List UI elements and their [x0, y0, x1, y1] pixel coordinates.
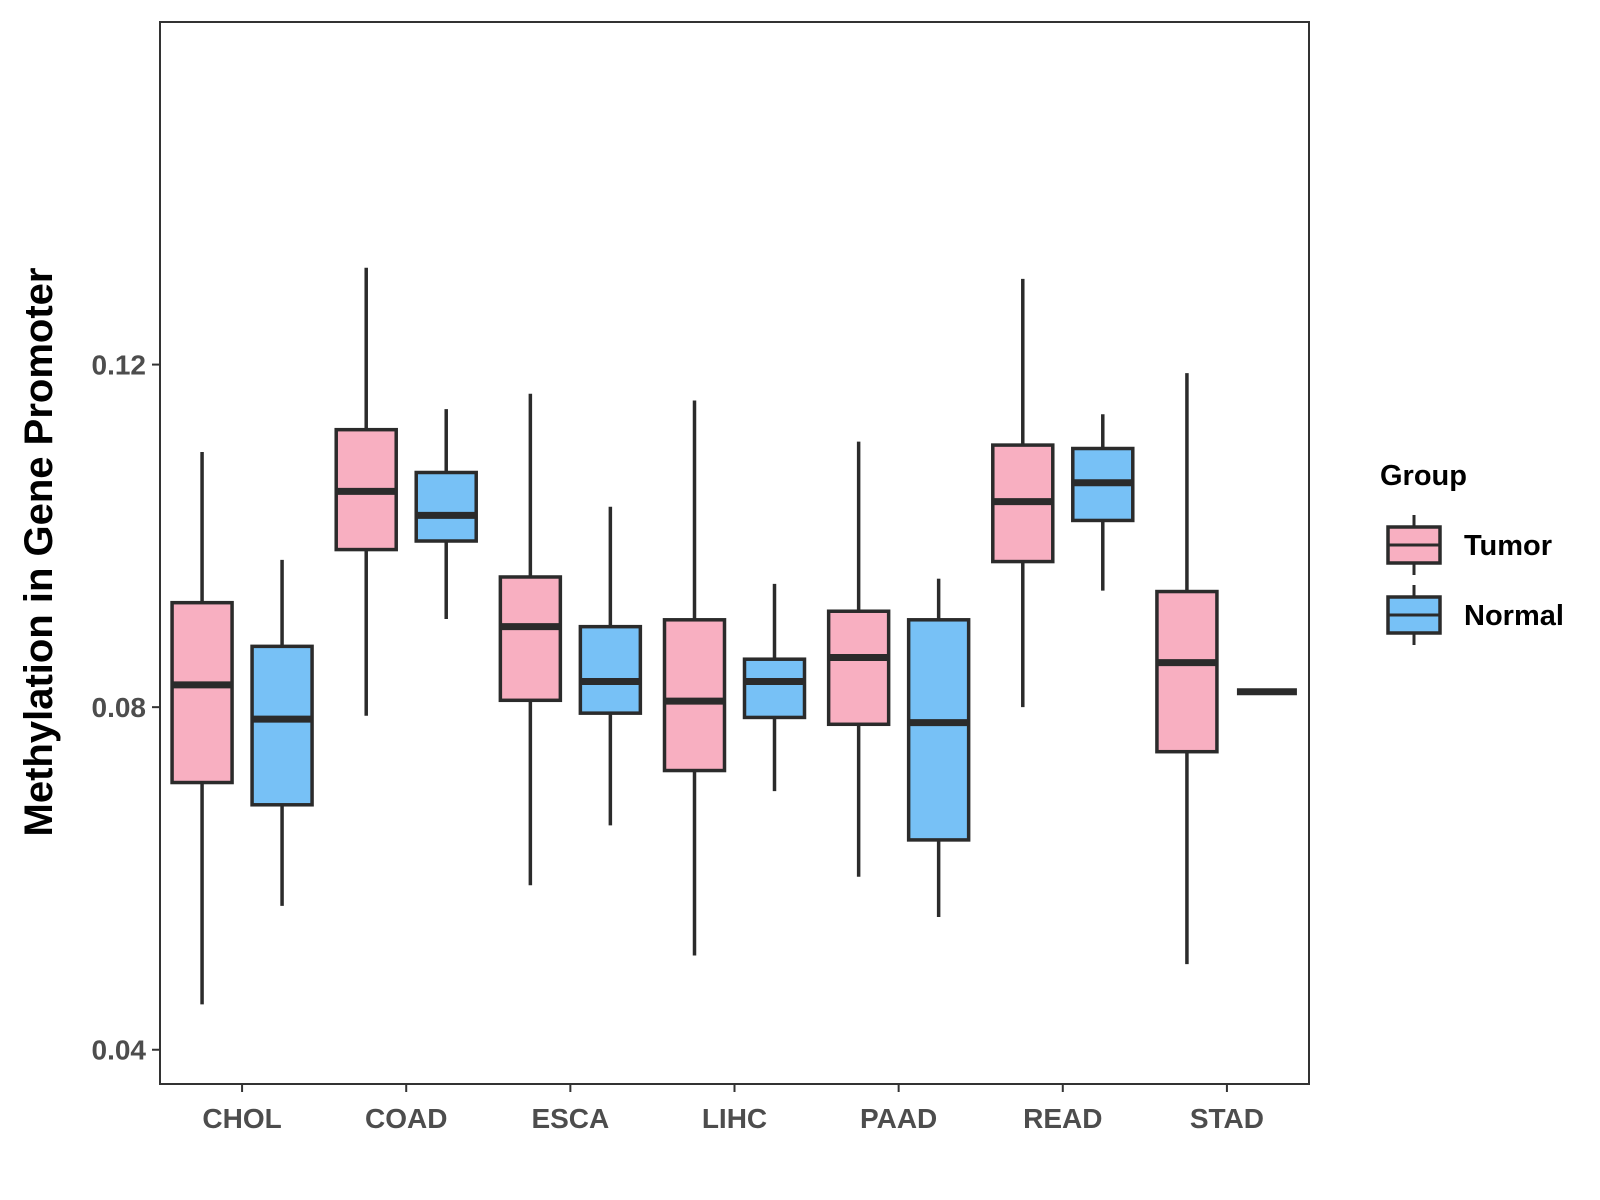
- y-axis-ticks: 0.04 0.08 0.12: [92, 350, 160, 1066]
- box-tumor-esca: [498, 393, 563, 886]
- box-iqr: [826, 609, 891, 727]
- x-axis-ticks: CHOL COAD ESCA LIHC PAAD READ STAD: [202, 1084, 1264, 1134]
- y-tick-label: 0.12: [92, 350, 147, 381]
- box-normal-chol: [250, 559, 314, 906]
- box-iqr: [906, 618, 971, 842]
- y-tick-label: 0.04: [92, 1035, 147, 1066]
- box-normal-esca: [578, 506, 643, 826]
- box-iqr: [1155, 589, 1219, 754]
- box-iqr: [250, 644, 314, 807]
- box-tumor-coad: [334, 267, 398, 716]
- y-tick-label: 0.08: [92, 692, 147, 723]
- box-normal-lihc: [742, 583, 807, 792]
- x-tick-label: READ: [1023, 1103, 1102, 1134]
- box-iqr: [662, 618, 727, 773]
- box-iqr: [414, 470, 478, 543]
- box-iqr: [742, 657, 807, 720]
- box-tumor-chol: [170, 451, 234, 1005]
- x-tick-label: STAD: [1190, 1103, 1264, 1134]
- box-normal-coad: [414, 409, 478, 619]
- legend-label: Normal: [1464, 600, 1564, 632]
- x-tick-label: CHOL: [202, 1103, 281, 1134]
- box-series: [170, 267, 1297, 1005]
- x-tick-label: ESCA: [531, 1103, 609, 1134]
- legend-item-normal: Normal: [1386, 585, 1564, 645]
- legend-title: Group: [1380, 460, 1467, 492]
- legend-label: Tumor: [1464, 530, 1552, 562]
- box-tumor-lihc: [662, 400, 727, 956]
- box-normal-paad: [906, 578, 971, 917]
- box-iqr: [170, 600, 234, 785]
- x-tick-label: PAAD: [860, 1103, 937, 1134]
- legend: Group Tumor Normal: [1380, 460, 1564, 645]
- panel-border: [159, 21, 1310, 1085]
- y-axis-title: Methylation in Gene Promoter: [17, 268, 61, 837]
- x-tick-label: LIHC: [702, 1103, 767, 1134]
- box-iqr: [578, 624, 643, 715]
- box-tumor-stad: [1155, 373, 1219, 965]
- legend-item-tumor: Tumor: [1386, 515, 1552, 575]
- box-tumor-paad: [826, 441, 891, 877]
- box-tumor-read: [991, 278, 1055, 708]
- plot-panel: [159, 21, 1310, 1085]
- x-tick-label: COAD: [365, 1103, 447, 1134]
- box-iqr: [498, 575, 563, 703]
- box-normal-read: [1071, 414, 1135, 591]
